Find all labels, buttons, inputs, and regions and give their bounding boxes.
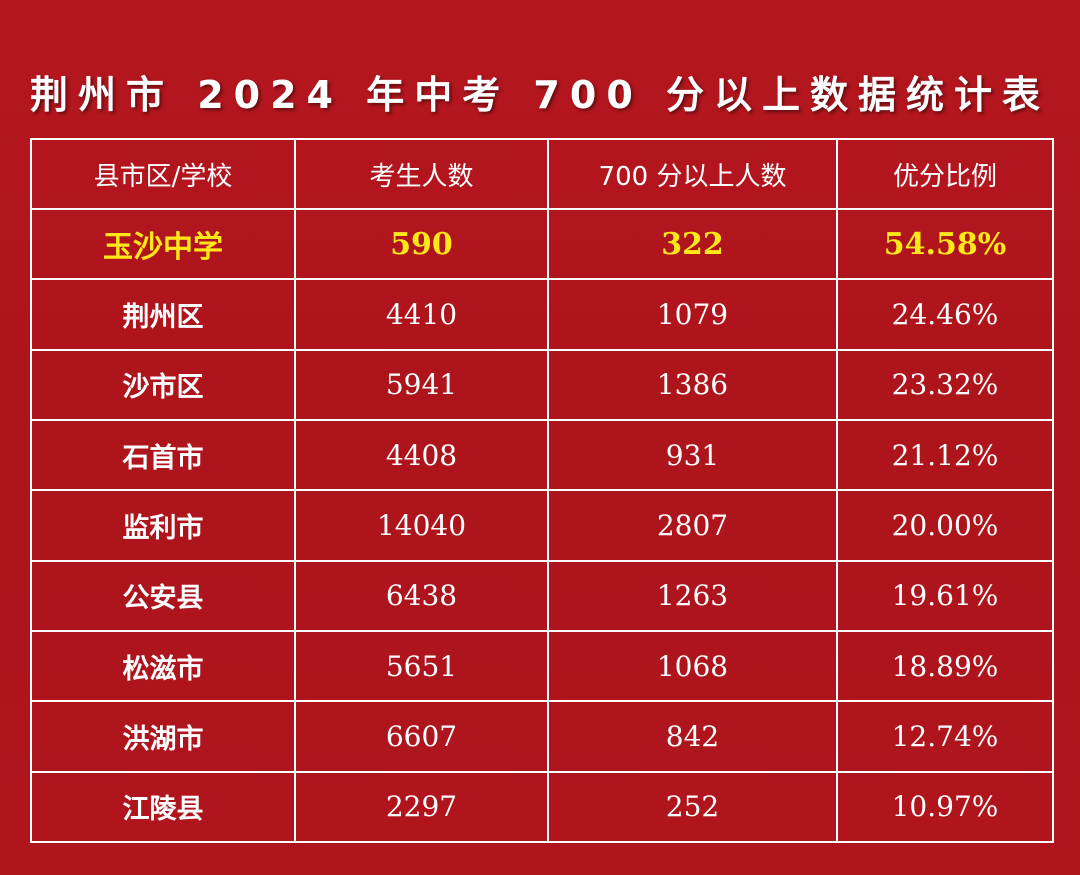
row-above700: 842 bbox=[547, 700, 838, 773]
table-row: 洪湖市 6607 842 12.74% bbox=[30, 700, 1054, 773]
row-ratio: 21.12% bbox=[836, 418, 1054, 492]
header-student-count: 考生人数 bbox=[294, 138, 549, 210]
row-students: 6438 bbox=[294, 559, 549, 632]
row-students: 5941 bbox=[294, 348, 549, 421]
table-row: 监利市 14040 2807 20.00% bbox=[30, 489, 1054, 562]
page-title: 荆州市 2024 年中考 700 分以上数据统计表 bbox=[29, 73, 1050, 117]
row-name: 松滋市 bbox=[30, 629, 296, 703]
table-row: 松滋市 5651 1068 18.89% bbox=[30, 629, 1054, 703]
stats-table: 县市区/学校 考生人数 700 分以上人数 优分比例 玉沙中学 590 322 … bbox=[30, 138, 1054, 844]
table-row-highlight: 玉沙中学 590 322 54.58% bbox=[30, 207, 1054, 281]
table-header-row: 县市区/学校 考生人数 700 分以上人数 优分比例 bbox=[30, 138, 1054, 210]
row-name: 石首市 bbox=[30, 418, 296, 492]
row-students: 4408 bbox=[294, 418, 549, 492]
row-name: 江陵县 bbox=[30, 770, 296, 844]
row-above700: 1263 bbox=[547, 559, 838, 632]
row-above700: 322 bbox=[547, 207, 838, 281]
row-students: 14040 bbox=[294, 489, 549, 562]
row-students: 5651 bbox=[294, 629, 549, 703]
row-name: 玉沙中学 bbox=[30, 207, 296, 281]
table-row: 沙市区 5941 1386 23.32% bbox=[30, 348, 1054, 421]
row-name: 沙市区 bbox=[30, 348, 296, 421]
table-row: 江陵县 2297 252 10.97% bbox=[30, 770, 1054, 844]
row-students: 2297 bbox=[294, 770, 549, 844]
row-above700: 1068 bbox=[547, 629, 838, 703]
row-name: 监利市 bbox=[30, 489, 296, 562]
table-row: 石首市 4408 931 21.12% bbox=[30, 418, 1054, 492]
row-students: 4410 bbox=[294, 278, 549, 351]
row-name: 洪湖市 bbox=[30, 700, 296, 773]
row-students: 590 bbox=[294, 207, 549, 281]
row-above700: 1079 bbox=[547, 278, 838, 351]
row-above700: 2807 bbox=[547, 489, 838, 562]
row-above700: 252 bbox=[547, 770, 838, 844]
row-name: 公安县 bbox=[30, 559, 296, 632]
row-name: 荆州区 bbox=[30, 278, 296, 351]
row-ratio: 10.97% bbox=[836, 770, 1054, 844]
row-ratio: 54.58% bbox=[836, 207, 1054, 281]
header-district-school: 县市区/学校 bbox=[30, 138, 296, 210]
table-row: 荆州区 4410 1079 24.46% bbox=[30, 278, 1054, 351]
row-ratio: 23.32% bbox=[836, 348, 1054, 421]
stats-table-container: 县市区/学校 考生人数 700 分以上人数 优分比例 玉沙中学 590 322 … bbox=[30, 138, 1054, 844]
header-above-700-count: 700 分以上人数 bbox=[547, 138, 838, 210]
row-ratio: 24.46% bbox=[836, 278, 1054, 351]
row-ratio: 18.89% bbox=[836, 629, 1054, 703]
row-above700: 931 bbox=[547, 418, 838, 492]
row-ratio: 19.61% bbox=[836, 559, 1054, 632]
row-above700: 1386 bbox=[547, 348, 838, 421]
header-excellence-ratio: 优分比例 bbox=[836, 138, 1054, 210]
table-row: 公安县 6438 1263 19.61% bbox=[30, 559, 1054, 632]
row-ratio: 12.74% bbox=[836, 700, 1054, 773]
row-ratio: 20.00% bbox=[836, 489, 1054, 562]
row-students: 6607 bbox=[294, 700, 549, 773]
